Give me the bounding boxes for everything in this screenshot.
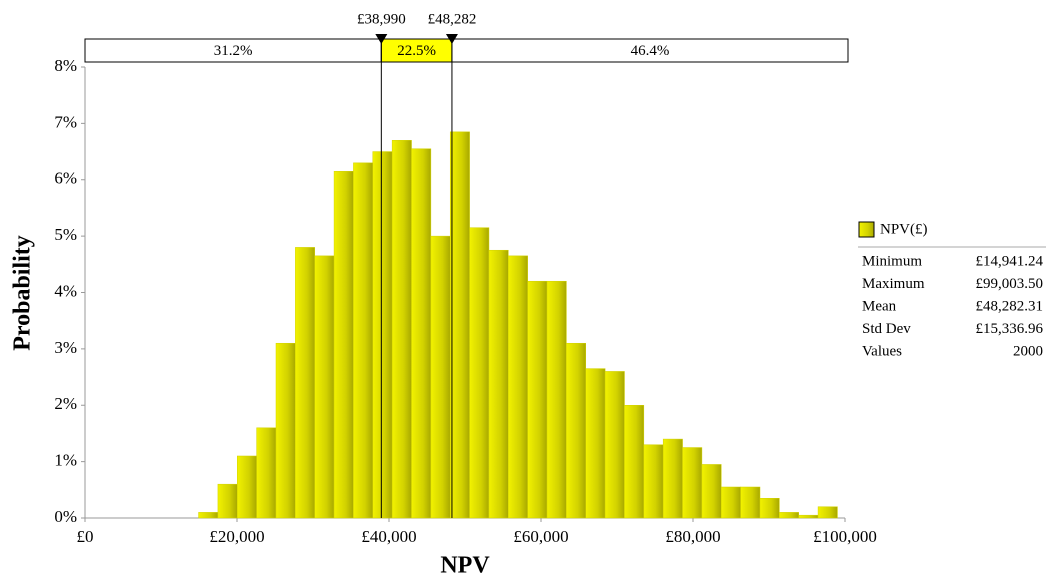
bar [662,438,683,519]
bar [527,280,548,519]
stat-value: 2000 [1013,343,1043,359]
bar [721,486,741,519]
delimiter-marker [375,34,388,44]
y-tick-label: 4% [54,281,77,300]
bar [333,171,354,519]
bar [256,427,277,519]
y-tick-label: 3% [54,338,77,357]
x-tick-label: £60,000 [513,527,568,546]
bar [411,148,432,519]
bar [275,342,296,519]
y-axis-title: Probability [10,235,36,351]
bar [391,140,412,519]
stat-label: Values [862,343,902,359]
bar [353,162,374,519]
y-tick-label: 8% [54,56,77,75]
bar [566,342,586,519]
stat-value: £15,336.96 [976,321,1044,337]
bar [817,506,838,519]
delimiter-label: £38,990 [357,11,406,27]
bar [508,255,528,519]
bar [585,368,606,519]
bar [643,444,664,519]
stat-label: Minimum [862,253,922,269]
bar [546,280,567,519]
bar [430,235,451,519]
bar [604,371,625,519]
x-axis-title: NPV [440,553,490,579]
stat-value: £99,003.50 [976,276,1044,292]
stat-label: Std Dev [862,321,911,337]
bar [469,227,490,519]
y-tick-label: 5% [54,225,77,244]
band-label: 46.4% [631,43,670,59]
bar [779,512,799,519]
bar [624,405,645,519]
x-tick-label: £40,000 [361,527,416,546]
y-tick-label: 0% [54,507,77,526]
stat-value: £14,941.24 [976,253,1044,269]
bar [198,512,219,519]
delimiter-label: £48,282 [428,11,477,27]
legend-label: NPV(£) [880,221,928,237]
stat-value: £48,282.31 [976,298,1044,314]
bar [314,255,335,519]
x-tick-label: £0 [77,527,94,546]
stat-label: Maximum [862,276,925,292]
bar [295,247,315,519]
bar [372,151,393,519]
legend-swatch [858,221,875,238]
bar [488,249,509,519]
band-label: 22.5% [397,43,436,59]
stat-label: Mean [862,298,897,314]
delimiter-marker [445,34,458,44]
x-tick-label: £20,000 [209,527,264,546]
bar [740,486,761,519]
bar [449,131,470,519]
bar [759,498,780,519]
bar [682,447,703,519]
y-tick-label: 7% [54,112,77,131]
bar [237,455,257,519]
bar [798,514,819,519]
y-tick-label: 6% [54,169,77,188]
band-label: 31.2% [214,43,253,59]
y-tick-label: 1% [54,451,77,470]
bar [701,464,722,519]
y-tick-label: 2% [54,394,77,413]
x-tick-label: £80,000 [665,527,720,546]
x-tick-label: £100,000 [813,527,877,546]
bar [217,483,238,519]
